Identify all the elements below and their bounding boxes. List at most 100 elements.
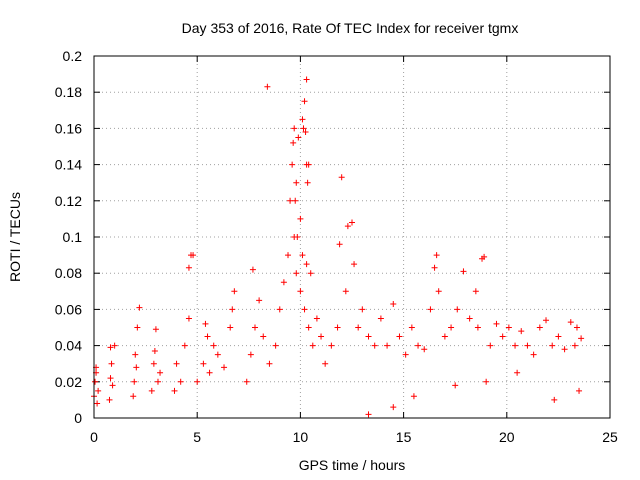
data-point bbox=[549, 342, 556, 349]
axis-ticks: 0 0.02 0.04 0.06 0.08 0.1 0.12 0.14 0.16 0.18 0.2 0… bbox=[55, 48, 618, 445]
grid-lines bbox=[94, 56, 610, 418]
data-point bbox=[305, 324, 312, 331]
data-point bbox=[573, 324, 580, 331]
y-tick-label: 0.1 bbox=[63, 229, 83, 245]
data-point bbox=[264, 83, 271, 90]
data-point bbox=[148, 387, 155, 394]
data-point bbox=[272, 342, 279, 349]
data-point bbox=[561, 346, 568, 353]
data-point bbox=[285, 252, 292, 259]
data-point bbox=[108, 360, 115, 367]
data-point bbox=[460, 268, 467, 275]
data-point bbox=[210, 342, 217, 349]
x-tick-label: 25 bbox=[602, 429, 618, 445]
data-point bbox=[152, 326, 159, 333]
data-point bbox=[92, 378, 99, 385]
data-point bbox=[328, 342, 335, 349]
data-point bbox=[303, 161, 310, 168]
data-point bbox=[106, 396, 113, 403]
data-point bbox=[295, 134, 302, 141]
data-point bbox=[107, 344, 114, 351]
chart-title: Day 353 of 2016, Rate Of TEC Index for r… bbox=[182, 20, 519, 36]
data-point bbox=[221, 364, 228, 371]
data-point bbox=[524, 342, 531, 349]
data-point bbox=[204, 333, 211, 340]
data-point bbox=[301, 306, 308, 313]
data-point bbox=[300, 125, 307, 132]
data-point bbox=[431, 264, 438, 271]
data-point bbox=[433, 252, 440, 259]
y-tick-label: 0.14 bbox=[55, 157, 82, 173]
data-point bbox=[256, 297, 263, 304]
data-point bbox=[287, 197, 294, 204]
data-point bbox=[136, 304, 143, 311]
data-point bbox=[303, 76, 310, 83]
data-point bbox=[318, 333, 325, 340]
data-point bbox=[487, 342, 494, 349]
data-point bbox=[150, 360, 157, 367]
x-tick-label: 0 bbox=[90, 429, 98, 445]
data-point bbox=[154, 378, 161, 385]
data-point bbox=[408, 324, 415, 331]
data-point bbox=[551, 396, 558, 403]
data-point bbox=[214, 351, 221, 358]
data-point bbox=[177, 378, 184, 385]
y-tick-label: 0.06 bbox=[55, 301, 82, 317]
data-point bbox=[304, 179, 311, 186]
data-point bbox=[251, 324, 258, 331]
y-tick-label: 0.08 bbox=[55, 265, 82, 281]
y-tick-label: 0.18 bbox=[55, 84, 82, 100]
data-point bbox=[293, 270, 300, 277]
data-point bbox=[194, 378, 201, 385]
data-point bbox=[435, 288, 442, 295]
data-point bbox=[349, 219, 355, 226]
x-tick-label: 15 bbox=[396, 429, 412, 445]
data-point bbox=[576, 387, 583, 394]
data-point bbox=[290, 139, 297, 146]
data-point bbox=[571, 342, 578, 349]
data-point bbox=[185, 264, 192, 271]
data-point bbox=[441, 333, 448, 340]
data-point bbox=[543, 317, 550, 324]
data-point bbox=[334, 324, 341, 331]
data-point bbox=[132, 351, 139, 358]
data-point bbox=[313, 315, 320, 322]
data-point bbox=[289, 161, 296, 168]
data-point bbox=[107, 375, 114, 382]
data-point bbox=[299, 252, 306, 259]
x-axis-label: GPS time / hours bbox=[299, 457, 406, 473]
data-point bbox=[578, 335, 585, 342]
x-tick-label: 20 bbox=[499, 429, 515, 445]
data-point bbox=[481, 253, 488, 260]
data-point bbox=[266, 360, 273, 367]
data-point bbox=[336, 241, 343, 248]
data-point bbox=[301, 98, 308, 105]
data-point bbox=[483, 378, 490, 385]
data-point bbox=[567, 319, 574, 326]
data-point bbox=[292, 197, 299, 204]
data-point bbox=[151, 348, 158, 355]
data-point bbox=[454, 306, 461, 313]
data-point bbox=[322, 360, 329, 367]
data-point bbox=[390, 404, 397, 411]
data-point bbox=[365, 411, 372, 418]
data-point bbox=[200, 360, 207, 367]
data-point bbox=[427, 306, 434, 313]
y-tick-label: 0.2 bbox=[63, 48, 83, 64]
y-tick-label: 0.04 bbox=[55, 338, 82, 354]
data-point bbox=[280, 279, 287, 286]
x-tick-label: 5 bbox=[193, 429, 201, 445]
y-tick-label: 0.02 bbox=[55, 374, 82, 390]
data-points bbox=[91, 76, 585, 418]
data-point bbox=[95, 387, 102, 394]
data-point bbox=[243, 378, 250, 385]
data-point bbox=[249, 266, 256, 273]
data-point bbox=[448, 324, 455, 331]
data-point bbox=[173, 360, 180, 367]
data-point bbox=[299, 116, 306, 123]
y-tick-label: 0 bbox=[74, 410, 82, 426]
data-point bbox=[396, 333, 403, 340]
data-point bbox=[338, 174, 345, 181]
data-point bbox=[384, 342, 391, 349]
